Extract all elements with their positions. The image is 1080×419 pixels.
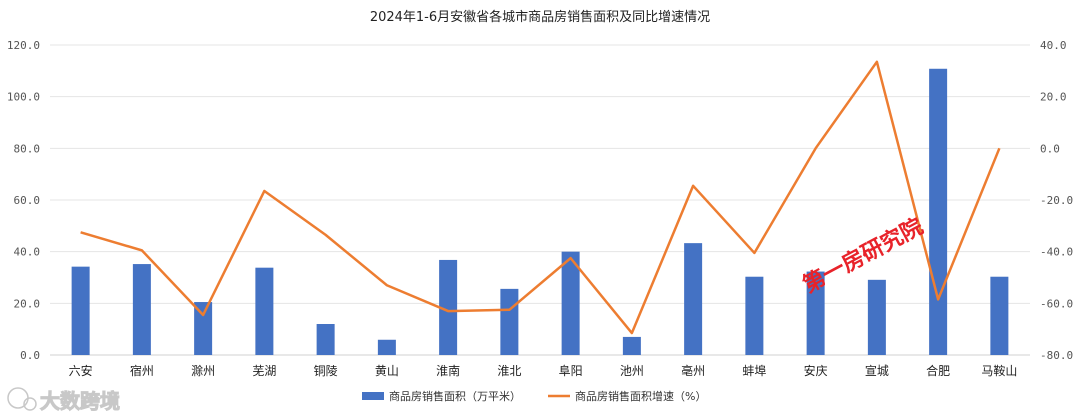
right-tick-label: 40.0	[1040, 39, 1067, 52]
category-label: 马鞍山	[981, 363, 1017, 378]
bar	[745, 276, 764, 355]
category-label: 黄山	[375, 364, 399, 378]
bar	[316, 324, 335, 355]
legend-bar-swatch	[362, 392, 384, 400]
right-tick-label: 20.0	[1040, 91, 1067, 104]
bar-series	[71, 68, 1009, 356]
category-label: 安庆	[804, 363, 828, 378]
left-tick-label: 60.0	[14, 194, 41, 207]
category-label: 宣城	[865, 363, 889, 378]
category-label: 淮北	[497, 364, 521, 378]
bar	[929, 68, 948, 356]
chart-title: 2024年1-6月安徽省各城市商品房销售面积及同比增速情况	[370, 9, 710, 25]
category-label: 铜陵	[314, 363, 338, 378]
category-label: 蚌埠	[742, 364, 766, 378]
left-tick-label: 100.0	[7, 91, 40, 104]
right-axis: -80.0 -60.0 -40.0 -20.0 0.0 20.0 40.0	[1040, 39, 1073, 362]
category-label: 淮南	[436, 363, 460, 378]
category-label: 亳州	[681, 363, 705, 378]
left-tick-label: 20.0	[14, 297, 41, 310]
category-label: 池州	[620, 364, 644, 378]
bar	[622, 336, 641, 355]
corner-watermark: 大数跨境	[7, 387, 121, 414]
bar	[194, 302, 213, 355]
right-tick-label: -60.0	[1040, 297, 1073, 310]
bar	[255, 267, 274, 355]
right-tick-label: 0.0	[1040, 142, 1060, 155]
category-label: 合肥	[926, 363, 950, 378]
bar	[806, 271, 825, 355]
category-label: 宿州	[130, 363, 154, 378]
right-tick-label: -80.0	[1040, 349, 1073, 362]
bar	[561, 251, 580, 355]
left-axis: 0.0 20.0 40.0 60.0 80.0 100.0 120.0	[7, 39, 40, 362]
bar	[71, 266, 90, 355]
left-tick-label: 40.0	[14, 246, 41, 259]
category-label: 阜阳	[559, 364, 583, 378]
category-label: 六安	[69, 363, 93, 378]
category-label: 滁州	[191, 363, 215, 378]
left-tick-label: 120.0	[7, 39, 40, 52]
logo-icon	[7, 387, 37, 411]
line-series	[80, 60, 1001, 335]
left-tick-label: 0.0	[20, 349, 40, 362]
bar	[500, 288, 519, 355]
corner-watermark-text: 大数跨境	[40, 389, 120, 413]
bar	[439, 259, 458, 355]
bar	[132, 264, 151, 355]
bar	[377, 339, 396, 355]
legend: 商品房销售面积（万平米） 商品房销售面积增速（%）	[362, 389, 706, 403]
watermark-text: 第一房研究院	[799, 213, 928, 298]
right-tick-label: -20.0	[1040, 194, 1073, 207]
legend-line-label: 商品房销售面积增速（%）	[575, 389, 706, 403]
bar	[990, 276, 1009, 355]
bar	[684, 243, 703, 355]
grid	[50, 44, 1030, 304]
category-label: 芜湖	[252, 363, 276, 378]
category-labels: 六安 宿州 滁州 芜湖 铜陵 黄山 淮南 淮北 阜阳 池州 亳州 蚌埠 安庆 宣城 合肥 马鞍山	[69, 363, 1018, 378]
legend-bar-label: 商品房销售面积（万平米）	[389, 389, 521, 403]
bar	[867, 279, 886, 355]
left-tick-label: 80.0	[14, 142, 41, 155]
right-tick-label: -40.0	[1040, 246, 1073, 259]
growth-line	[80, 60, 1001, 335]
